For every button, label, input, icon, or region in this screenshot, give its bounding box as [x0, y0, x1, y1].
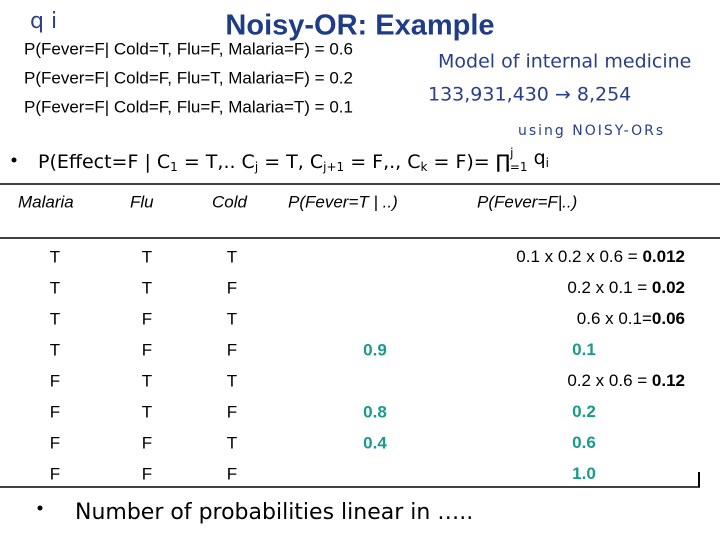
formula-text: = F,., C [344, 151, 420, 173]
cell-probability: 0.9 [363, 340, 387, 359]
product-result: 0.012 [642, 247, 685, 266]
cell-probability: 0.4 [363, 433, 387, 452]
product-result: 0.06 [652, 309, 685, 328]
product-result: 0.6 [572, 433, 596, 452]
cell: F [50, 464, 60, 483]
product-expression: 0.2 x 0.6 = [567, 371, 652, 390]
cell: F [50, 433, 60, 452]
annotation-model: Model of internal medicine [438, 51, 691, 73]
cell: F [142, 340, 152, 359]
product-result: 1.0 [572, 464, 596, 483]
cell: F [227, 278, 237, 297]
cell: T [142, 402, 152, 421]
formula-text: = T, C [258, 151, 323, 173]
product-result: 0.2 [572, 402, 596, 421]
cell: F [142, 433, 152, 452]
product-result: 0.12 [652, 371, 685, 390]
bullet-dot [37, 505, 43, 511]
cell: T [227, 433, 237, 452]
annotation-using: using NOISY-ORs [518, 123, 665, 139]
cell: T [50, 309, 60, 328]
bullet-dot [11, 157, 17, 163]
formula-subscript: i=1 [507, 160, 528, 174]
product-expression: 0.6 x 0.1= [577, 309, 652, 328]
cell-product: 0.6 x 0.1=0.06 [577, 309, 685, 328]
cell: T [227, 309, 237, 328]
formula-text: = F)= ∏ [427, 151, 510, 173]
given-probability: P(Fever=F| Cold=F, Flu=T, Malaria=F) = 0… [24, 68, 353, 87]
cell: F [227, 340, 237, 359]
formula-subscript: j [254, 160, 258, 174]
cell-product: 0.2 x 0.6 = 0.12 [567, 371, 685, 390]
column-header: Cold [212, 192, 248, 211]
product-expression: 0.2 x 0.1 = [567, 278, 652, 297]
formula-subscript: 1 [170, 160, 178, 174]
cell-product: 0.2 x 0.1 = 0.02 [567, 278, 685, 297]
cell: F [142, 464, 152, 483]
cell: T [142, 247, 152, 266]
cell: F [227, 402, 237, 421]
formula: P(Effect=F | C1 = T,.. Cj = T, Cj+1 = F,… [38, 146, 549, 174]
column-header: P(Fever=T | ..) [288, 192, 398, 211]
cell: T [142, 278, 152, 297]
formula-subscript: i [546, 156, 549, 170]
annotation-reduction: 133,931,430 → 8,254 [428, 84, 631, 106]
cell: T [227, 371, 237, 390]
title: Noisy-OR: Example [225, 10, 494, 42]
given-probability: P(Fever=F| Cold=T, Flu=F, Malaria=F) = 0… [24, 39, 353, 58]
cell-product: 0.1 x 0.2 x 0.6 = 0.012 [516, 247, 685, 266]
cell: T [227, 247, 237, 266]
column-header: P(Fever=F|..) [477, 192, 577, 211]
formula-superscript: j [509, 146, 513, 160]
cell: T [50, 278, 60, 297]
given-probability: P(Fever=F| Cold=F, Flu=F, Malaria=T) = 0… [24, 97, 353, 116]
column-header: Flu [130, 192, 154, 211]
cell: F [50, 402, 60, 421]
column-header: Malaria [18, 192, 74, 211]
cell: T [50, 247, 60, 266]
formula-text: P(Effect=F | C [38, 151, 170, 173]
cell: T [50, 340, 60, 359]
product-result: 0.02 [652, 278, 685, 297]
formula-subscript: k [421, 160, 428, 174]
cell: T [142, 371, 152, 390]
cell-product: 0.6 [572, 433, 596, 452]
cell: F [142, 309, 152, 328]
product-result: 0.1 [572, 340, 596, 359]
formula-text: = T,.. C [178, 151, 255, 173]
cell: F [227, 464, 237, 483]
formula-text: q [528, 147, 546, 169]
cell-product: 0.1 [572, 340, 596, 359]
cell: F [50, 371, 60, 390]
cell-probability: 0.8 [363, 402, 387, 421]
product-expression: 0.1 x 0.2 x 0.6 = [516, 247, 642, 266]
footer-bullet: Number of probabilities linear in ….. [75, 500, 473, 525]
handwritten-note: q i [30, 9, 57, 34]
formula-subscript: j+1 [322, 160, 344, 174]
cell-product: 1.0 [572, 464, 596, 483]
cell-product: 0.2 [572, 402, 596, 421]
